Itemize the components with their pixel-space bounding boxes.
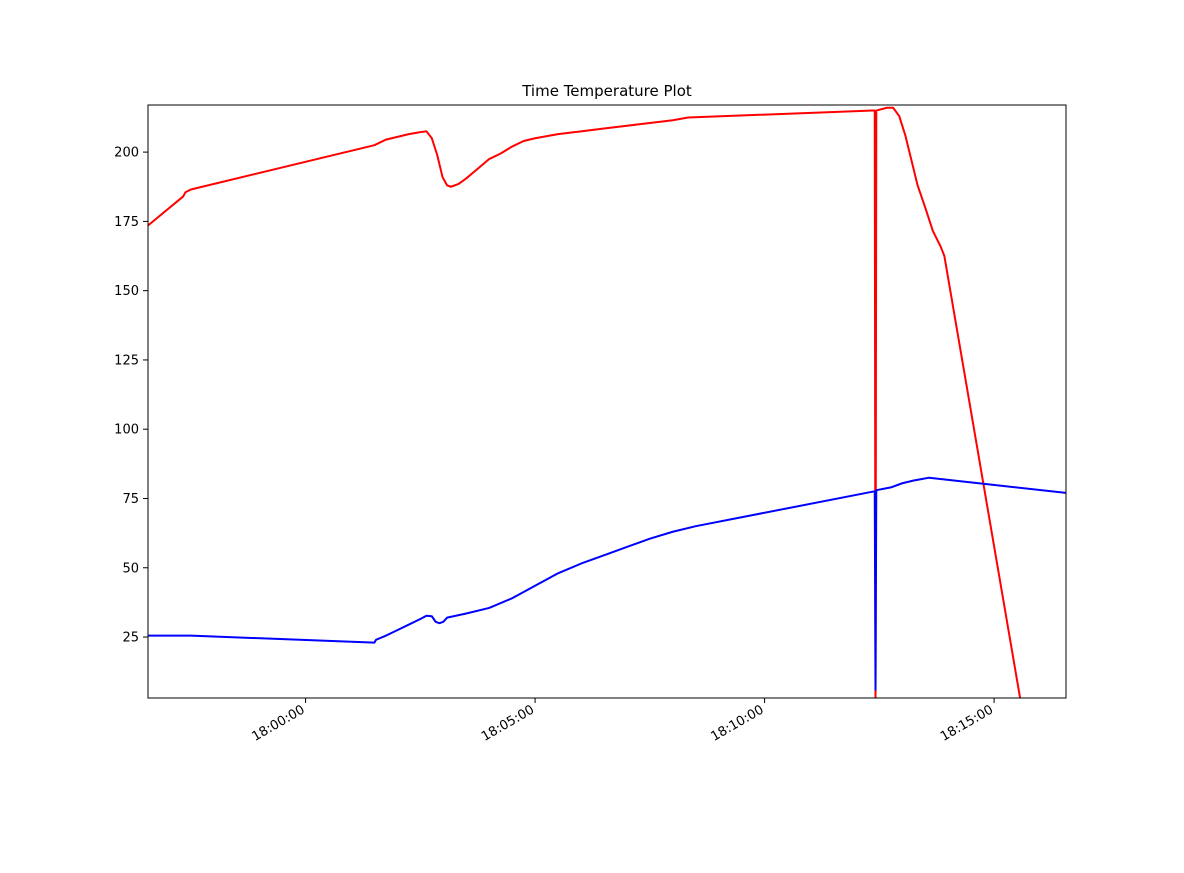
series-line-2 [148, 476, 1066, 691]
y-tick-label: 50 [122, 561, 139, 576]
y-tick-label: 75 [122, 492, 139, 507]
y-tick-label: 25 [122, 631, 139, 646]
series-line-1 [148, 106, 1022, 698]
y-tick-label: 175 [114, 215, 139, 230]
chart-title: Time Temperature Plot [521, 82, 692, 100]
series-layer [148, 106, 1066, 698]
y-tick-label: 125 [114, 353, 139, 368]
y-tick-label: 150 [114, 284, 139, 299]
y-tick-label: 200 [114, 146, 139, 161]
plot-frame [147, 104, 1067, 699]
y-tick-label: 100 [114, 423, 139, 438]
